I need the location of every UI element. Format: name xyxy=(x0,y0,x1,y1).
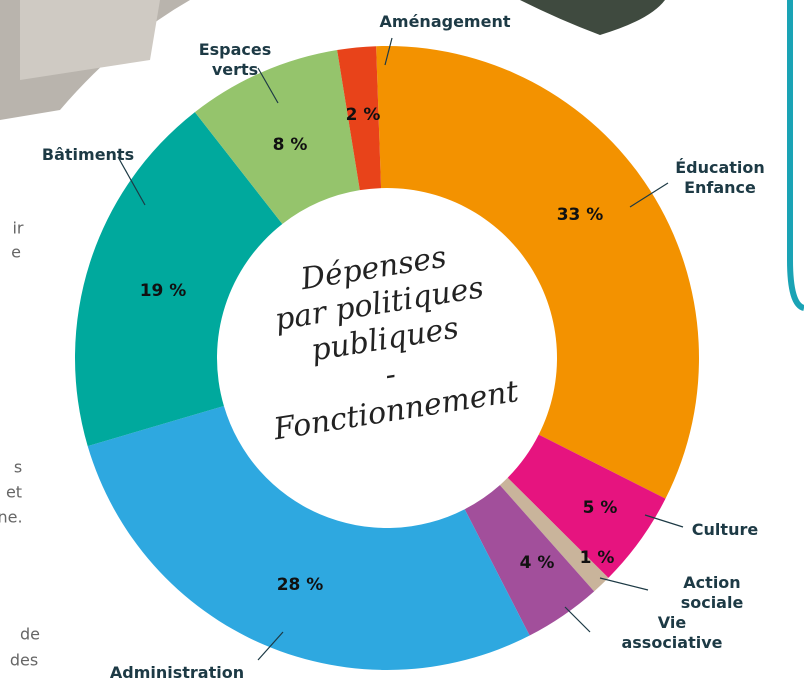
category-label: Action sociale xyxy=(666,573,758,613)
side-text: e xyxy=(11,243,21,262)
value-label: 8 % xyxy=(273,135,308,155)
photo-right xyxy=(520,0,665,35)
category-label: Culture xyxy=(692,520,758,540)
side-text: et xyxy=(6,483,22,502)
value-label: 1 % xyxy=(580,548,615,568)
side-text: ne. xyxy=(0,508,23,527)
value-label: 28 % xyxy=(277,575,324,595)
photo-left-building xyxy=(20,0,160,80)
category-label: Vie associative xyxy=(606,613,738,653)
value-label: 19 % xyxy=(140,281,187,301)
side-box xyxy=(790,0,804,308)
donut-segment xyxy=(88,406,530,670)
value-label: 33 % xyxy=(557,205,604,225)
value-label: 5 % xyxy=(583,498,618,518)
side-text: de xyxy=(20,625,40,644)
side-text: des xyxy=(10,651,38,670)
leader-line xyxy=(600,578,648,590)
category-label: Aménagement xyxy=(380,12,511,32)
category-label: Administration xyxy=(110,663,244,683)
value-label: 4 % xyxy=(520,553,555,573)
value-label: 2 % xyxy=(346,105,381,125)
leader-line xyxy=(565,607,590,632)
chart-title: Dépenses par politiques publiques - Fonc… xyxy=(249,232,521,448)
side-text: ir xyxy=(12,219,23,238)
category-label: Éducation Enfance xyxy=(675,158,765,198)
category-label: Bâtiments xyxy=(42,145,134,165)
side-text: s xyxy=(14,458,22,477)
page: Dépenses par politiques publiques - Fonc… xyxy=(0,0,804,685)
category-label: Espaces verts xyxy=(199,40,272,80)
